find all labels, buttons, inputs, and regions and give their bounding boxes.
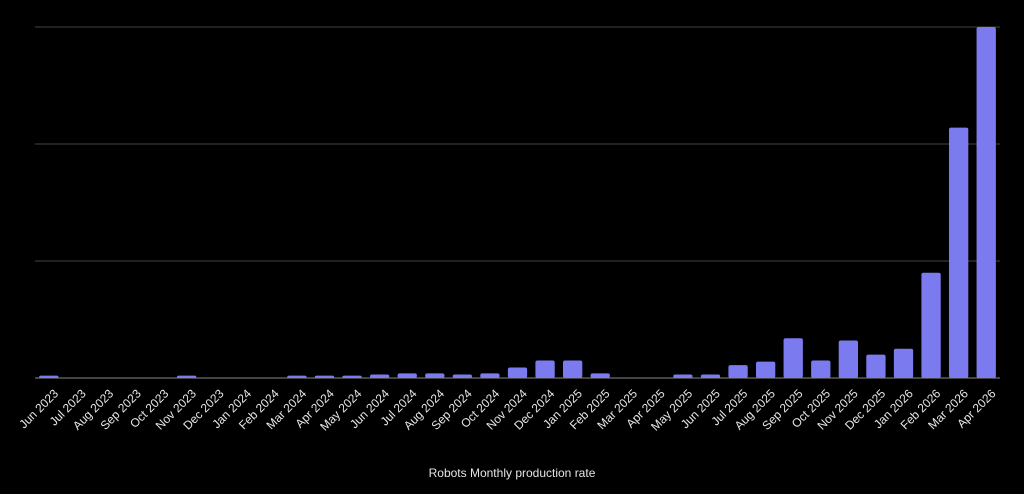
bar	[976, 27, 996, 378]
bar	[866, 354, 886, 378]
bar	[673, 374, 693, 378]
bar	[342, 375, 362, 378]
chart-title: Robots Monthly production rate	[429, 466, 596, 480]
bar	[39, 375, 59, 378]
bar	[535, 360, 555, 378]
bar	[811, 360, 831, 378]
bar	[948, 127, 969, 379]
bar	[397, 373, 417, 378]
bar	[783, 338, 803, 378]
bar	[755, 361, 776, 378]
bar	[921, 272, 941, 378]
bar	[452, 374, 473, 378]
bar	[893, 348, 914, 378]
bar	[590, 373, 610, 378]
bar	[700, 374, 721, 378]
bar	[480, 373, 500, 378]
bar	[287, 375, 307, 378]
bar	[176, 375, 197, 378]
bar	[562, 360, 583, 378]
bar	[838, 340, 859, 378]
bar	[507, 367, 528, 378]
bar	[425, 373, 445, 378]
bar	[314, 375, 335, 378]
bar	[728, 365, 748, 378]
bar	[369, 374, 390, 378]
